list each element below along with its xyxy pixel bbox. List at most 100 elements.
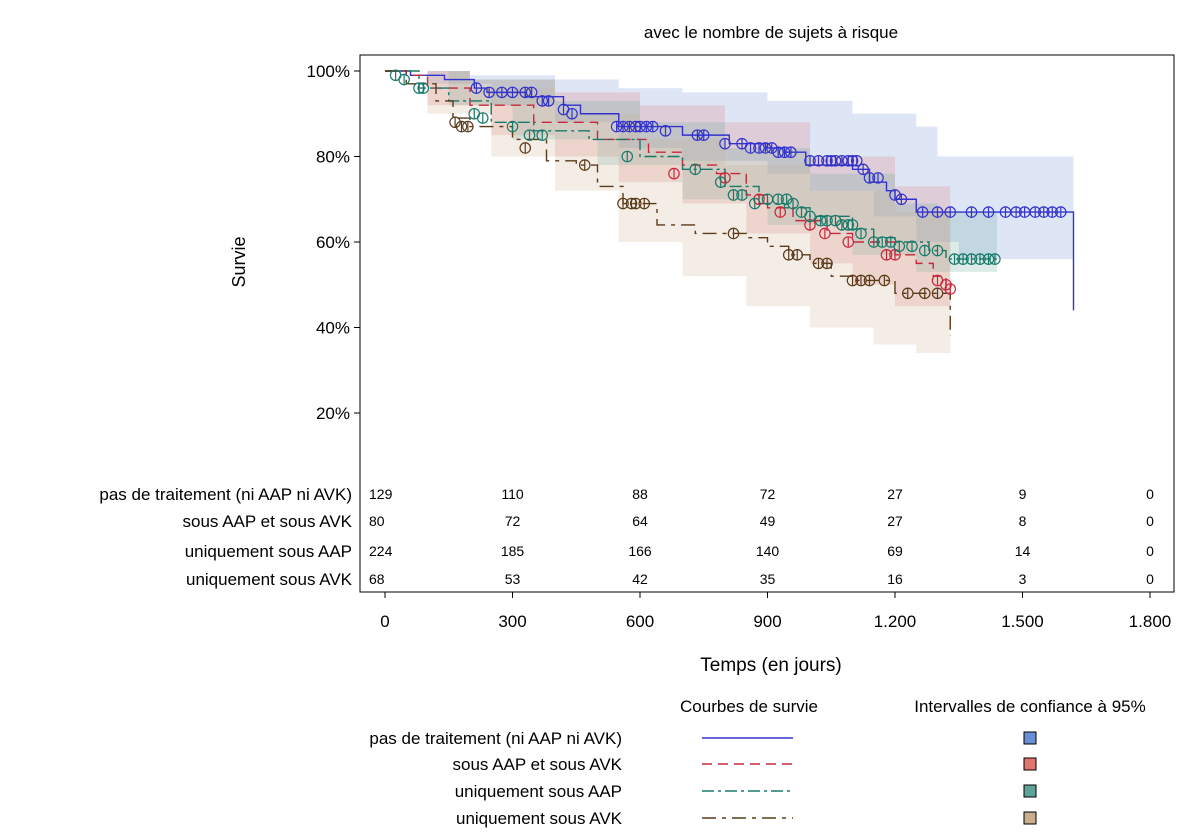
censor-marker-2-1: [668, 167, 680, 180]
censor-marker-3-32: [893, 240, 906, 253]
censor-marker-1-39: [857, 163, 869, 176]
censor-marker-1-24: [753, 142, 765, 154]
risk-count-3-1800: 0: [1146, 543, 1154, 559]
censor-marker-3-40: [982, 253, 995, 265]
censor-marker-1-55: [1054, 206, 1067, 218]
legend-ci-header: Intervalles de confiance à 95%: [914, 697, 1146, 716]
censor-marker-2-8: [880, 249, 893, 261]
censor-marker-3-11: [689, 163, 702, 176]
censor-marker-1-8: [542, 95, 555, 107]
censor-marker-1-26: [765, 142, 778, 154]
risk-table: pas de traitement (ni AAP ni AVK) 129 110 8…: [99, 485, 1154, 589]
censor-marker-2-2: [719, 172, 731, 184]
censor-marker-4-9: [638, 197, 651, 210]
legend-curves-header: Courbes de survie: [680, 697, 818, 716]
censor-marker-1-46: [944, 206, 957, 218]
censor-marker-3-24: [829, 214, 842, 227]
censor-marker-1-21: [719, 137, 731, 150]
risk-row-label-2: sous AAP et sous AVK: [183, 512, 353, 531]
censor-marker-3-38: [965, 253, 978, 265]
censor-marker-1-44: [916, 206, 929, 218]
censor-marker-1-52: [1029, 206, 1042, 218]
risk-count-4-900: 35: [760, 571, 776, 587]
risk-count-2-300: 72: [505, 513, 521, 529]
censor-marker-3-39: [974, 253, 986, 265]
censor-marker-1-30: [804, 154, 816, 167]
censor-marker-3-34: [918, 244, 931, 257]
risk-count-4-0: 68: [369, 571, 385, 587]
censor-marker-3-18: [780, 193, 793, 206]
ci-band-1: [385, 71, 1074, 272]
censor-marker-3-6: [476, 112, 489, 124]
risk-count-1-1800: 0: [1146, 486, 1154, 502]
censor-marker-4-19: [901, 287, 914, 300]
censor-marker-3-29: [867, 236, 880, 248]
legend-ci-swatch-3: [1023, 784, 1037, 798]
censor-marker-4-14: [821, 257, 833, 270]
censor-marker-3-30: [876, 236, 889, 248]
censor-marker-3-22: [814, 214, 827, 227]
censor-marker-4-6: [617, 197, 629, 210]
x-tick-label-1200: 1.200: [874, 612, 917, 631]
censor-marker-1-42: [889, 189, 901, 201]
censor-marker-2-6: [819, 227, 831, 240]
risk-count-1-0: 129: [369, 486, 393, 502]
censor-marker-1-7: [536, 95, 549, 107]
censor-marker-4-21: [931, 287, 944, 300]
censor-marker-3-12: [714, 176, 727, 188]
censor-marker-1-23: [744, 142, 757, 154]
censor-marker-4-8: [629, 197, 642, 210]
censor-marker-1-20: [697, 129, 710, 141]
censor-marker-1-1: [470, 82, 483, 94]
censor-marker-4-17: [863, 274, 876, 287]
legend-label-3: uniquement sous AAP: [455, 782, 622, 801]
censor-marker-3-17: [772, 193, 784, 206]
censor-marker-3-23: [821, 214, 833, 227]
censor-marker-3-36: [948, 253, 961, 265]
risk-count-2-600: 64: [632, 513, 648, 529]
censor-marker-1-34: [829, 154, 842, 167]
y-axis-label: Survie: [229, 236, 249, 287]
risk-count-4-1200: 16: [887, 571, 903, 587]
risk-count-4-600: 42: [632, 571, 648, 587]
y-tick-label-60: 60%: [316, 233, 350, 252]
survival-curve-2: [385, 70, 947, 290]
censor-marker-2-12: [944, 283, 957, 295]
censor-marker-1-5: [519, 86, 532, 99]
censor-marker-1-50: [1010, 206, 1022, 218]
ci-band-4: [385, 71, 951, 388]
censor-marker-3-37: [957, 253, 969, 265]
x-tick-label-1800: 1.800: [1129, 612, 1172, 631]
censor-marker-3-10: [621, 150, 634, 163]
censor-marker-3-2: [398, 73, 410, 86]
risk-count-3-300: 185: [501, 543, 525, 559]
survival-curve-1: [385, 70, 1075, 311]
censor-marker-3-35: [931, 244, 944, 257]
censor-marker-1-10: [566, 107, 578, 120]
censor-marker-1-31: [812, 154, 825, 167]
censor-marker-1-11: [610, 120, 623, 133]
risk-row-label-4: uniquement sous AVK: [186, 570, 353, 589]
censor-marker-1-53: [1037, 206, 1050, 218]
censor-marker-4-11: [782, 249, 795, 261]
censor-marker-3-8: [523, 129, 536, 141]
censor-marker-3-33: [906, 240, 918, 253]
censor-marker-1-17: [646, 120, 659, 133]
censor-marker-1-41: [872, 172, 884, 184]
censor-marker-3-27: [846, 219, 859, 231]
censor-marker-1-48: [982, 206, 995, 218]
risk-count-4-1500: 3: [1019, 571, 1027, 587]
y-tick-label-80: 80%: [316, 148, 350, 167]
x-tick-label-300: 300: [498, 612, 526, 631]
censor-marker-1-16: [640, 120, 653, 133]
censor-marker-2-11: [940, 278, 952, 291]
risk-count-2-1500: 8: [1019, 513, 1027, 529]
censor-marker-3-19: [787, 197, 799, 210]
legend-ci-swatch-1: [1023, 731, 1037, 745]
legend-label-1: pas de traitement (ni AAP ni AVK): [369, 729, 622, 748]
censor-marker-1-28: [778, 146, 791, 159]
censor-marker-4-13: [812, 257, 825, 270]
censor-marker-3-13: [727, 189, 740, 201]
risk-count-4-300: 53: [505, 571, 521, 587]
